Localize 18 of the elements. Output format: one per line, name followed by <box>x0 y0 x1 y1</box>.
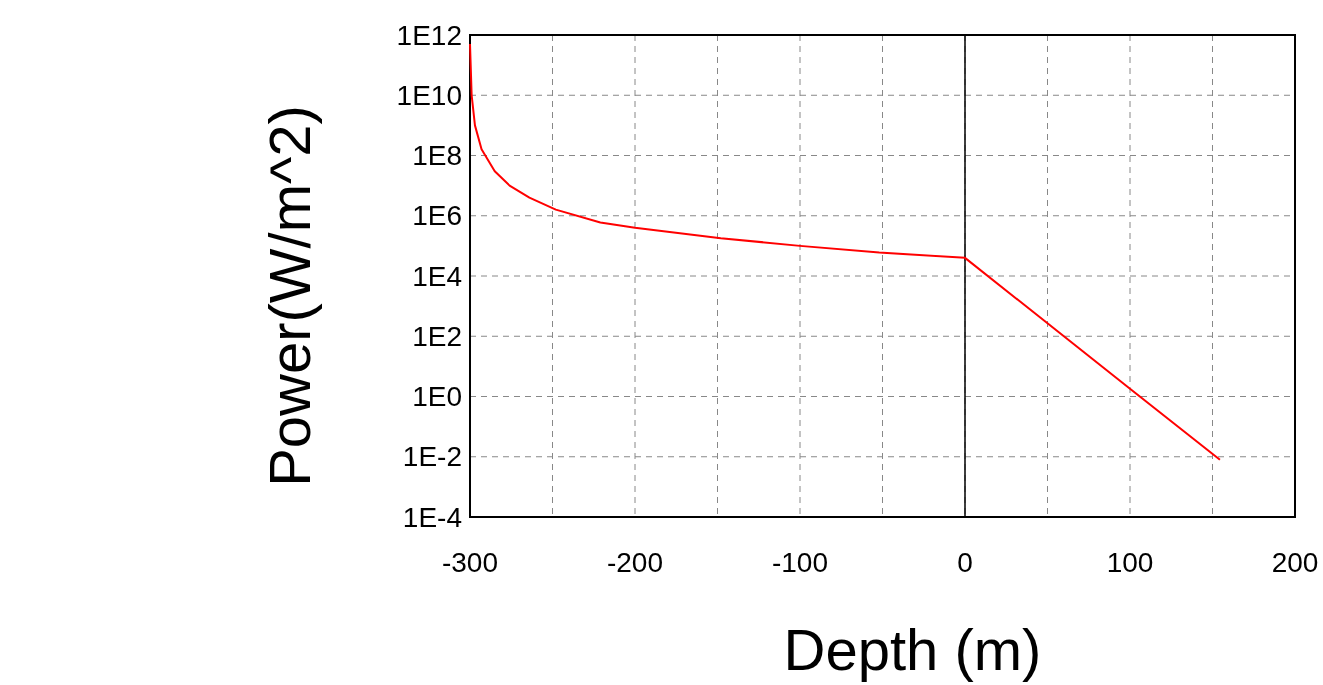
x-axis-title: Depth (m) <box>783 617 1042 682</box>
x-tick-label: -100 <box>771 547 829 578</box>
y-tick-label: 1E0 <box>412 381 462 412</box>
x-tick-label: 100 <box>1106 547 1154 578</box>
y-tick-label: 1E-4 <box>402 501 462 533</box>
y-tick-label: 1E2 <box>412 320 462 352</box>
line-series <box>469 43 1221 461</box>
x-tick-label: -300 <box>441 547 499 578</box>
y-tick-label: 1E12 <box>396 19 462 51</box>
y-tick-label: 1E8 <box>412 140 462 171</box>
x-tick-label: 200 <box>1271 547 1319 578</box>
y-tick-label: 1E-2 <box>402 441 462 473</box>
x-tick-label: 0 <box>957 547 973 578</box>
y-axis-title: Power(W/m^2) <box>257 105 322 487</box>
x-tick-label: -200 <box>606 547 664 578</box>
y-tick-label: 1E6 <box>412 200 462 232</box>
y-tick-label: 1E4 <box>412 260 462 292</box>
y-tick-label: 1E10 <box>396 79 462 111</box>
